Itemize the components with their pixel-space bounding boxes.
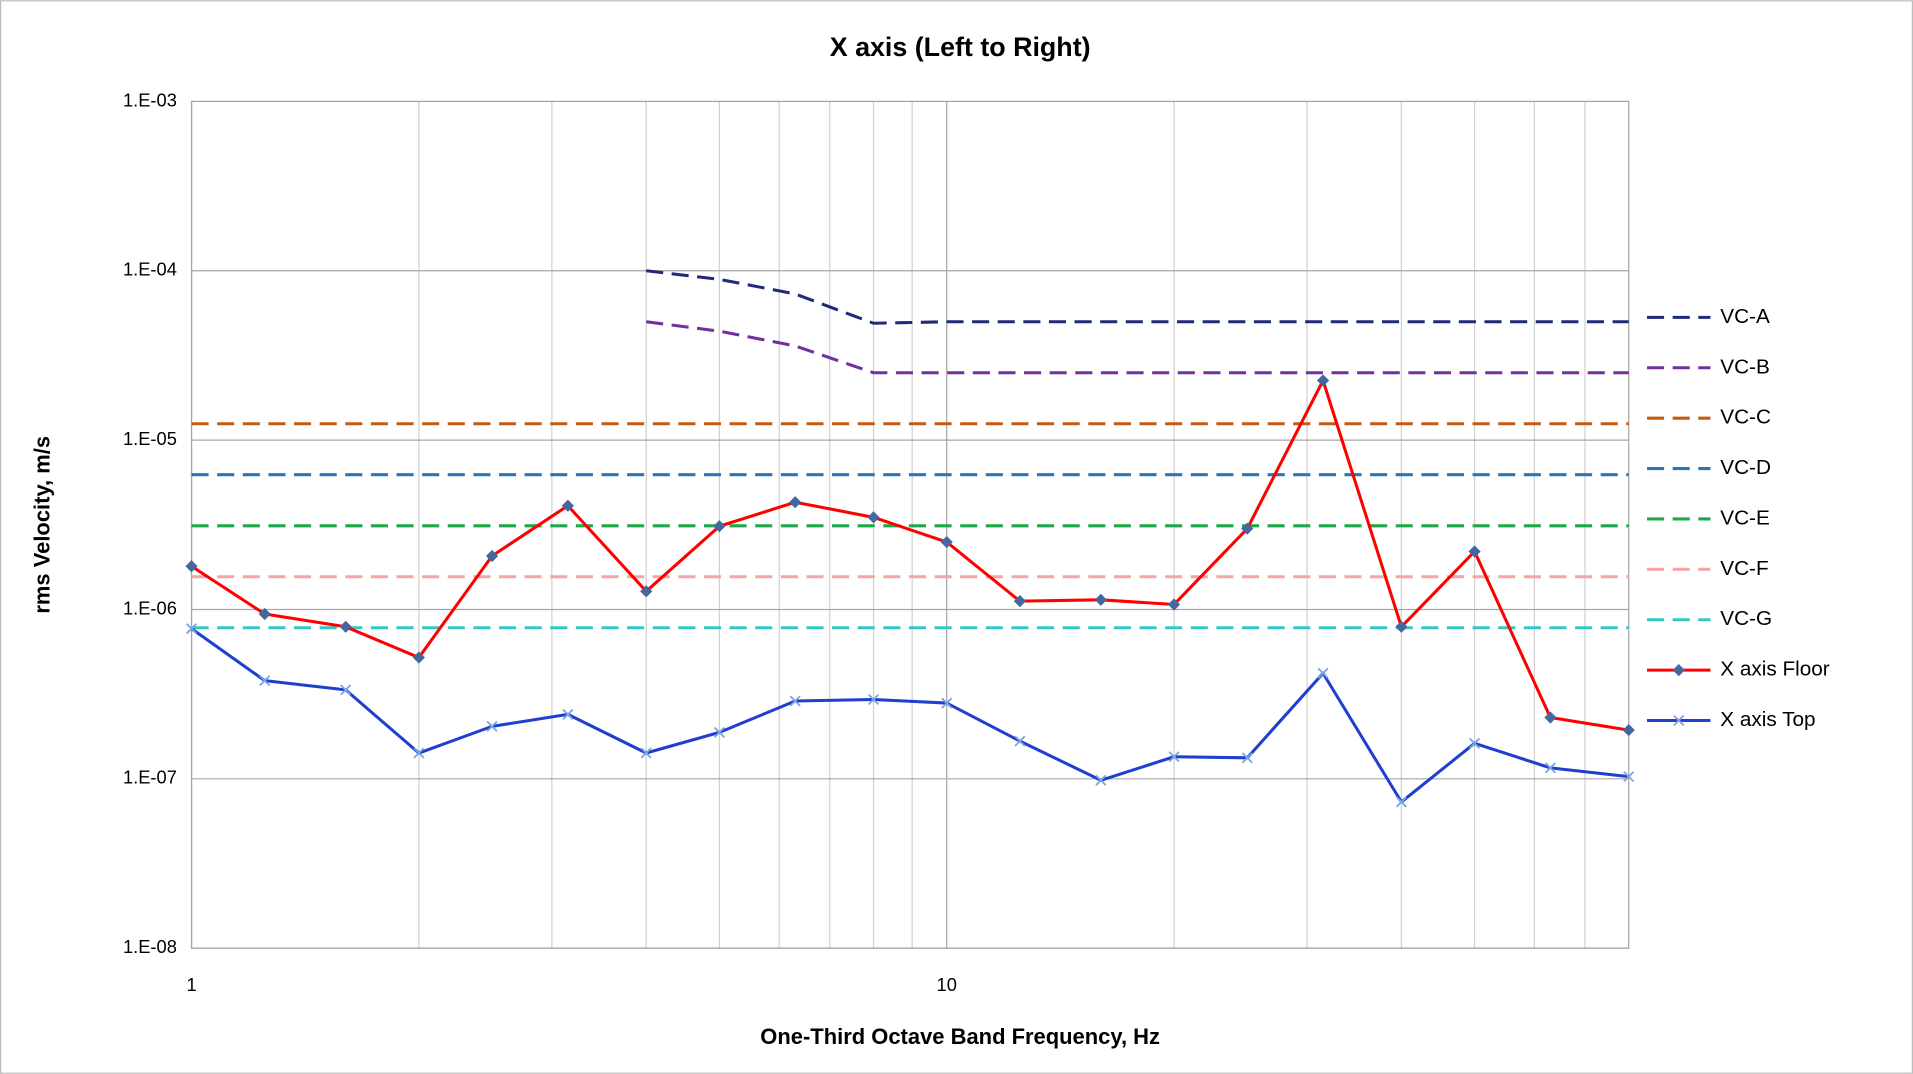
x-axis-label: One-Third Octave Band Frequency, Hz bbox=[760, 1024, 1160, 1049]
data-point bbox=[259, 675, 271, 687]
data-point bbox=[640, 585, 653, 598]
data-point bbox=[1623, 771, 1635, 783]
legend-label: X axis Top bbox=[1720, 708, 1815, 731]
legend-label: VC-C bbox=[1720, 406, 1771, 429]
legend-label: VC-D bbox=[1720, 456, 1771, 479]
data-point bbox=[486, 720, 498, 732]
data-point bbox=[640, 747, 652, 759]
data-point bbox=[1544, 762, 1556, 774]
data-point bbox=[1317, 667, 1329, 679]
legend-marker bbox=[1672, 664, 1685, 677]
data-point bbox=[1241, 752, 1253, 764]
series-line bbox=[646, 269, 1629, 325]
data-point bbox=[186, 623, 198, 635]
series-line bbox=[646, 320, 1629, 375]
data-point bbox=[1469, 737, 1481, 749]
series-line bbox=[190, 627, 1629, 804]
legend-label: X axis Floor bbox=[1720, 658, 1830, 681]
data-point bbox=[789, 695, 801, 707]
chart-title: X axis (Left to Right) bbox=[830, 32, 1091, 62]
legend-label: VC-E bbox=[1720, 506, 1770, 529]
legend-label: VC-G bbox=[1720, 607, 1772, 630]
data-point bbox=[941, 697, 953, 709]
data-point bbox=[1395, 796, 1407, 808]
data-point bbox=[1544, 711, 1557, 724]
y-tick-label: 1.E-03 bbox=[123, 89, 177, 110]
legend-label: VC-F bbox=[1720, 557, 1768, 580]
data-point bbox=[258, 607, 271, 621]
data-point bbox=[1622, 723, 1635, 737]
y-tick-label: 1.E-08 bbox=[123, 936, 177, 957]
x-tick-label: 1 bbox=[186, 974, 196, 995]
data-point bbox=[1168, 751, 1180, 763]
data-point bbox=[713, 726, 725, 738]
x-tick-label: 10 bbox=[937, 974, 957, 995]
y-axis-label: rms Velocity, m/s bbox=[30, 436, 55, 614]
data-point bbox=[562, 708, 574, 720]
y-tick-label: 1.E-07 bbox=[123, 767, 177, 788]
y-tick-label: 1.E-05 bbox=[123, 428, 177, 449]
legend-label: VC-A bbox=[1720, 305, 1770, 328]
legend-label: VC-B bbox=[1720, 355, 1770, 378]
data-point bbox=[413, 747, 425, 759]
data-point bbox=[1014, 735, 1026, 747]
data-point bbox=[868, 693, 880, 706]
data-point bbox=[1468, 545, 1481, 558]
y-tick-label: 1.E-04 bbox=[123, 259, 177, 280]
data-point bbox=[1095, 774, 1107, 786]
data-point bbox=[561, 499, 574, 512]
legend-marker bbox=[1673, 714, 1685, 727]
y-tick-label: 1.E-06 bbox=[123, 597, 177, 618]
data-point bbox=[340, 684, 352, 696]
data-point bbox=[1395, 620, 1408, 633]
series-line bbox=[190, 378, 1629, 732]
